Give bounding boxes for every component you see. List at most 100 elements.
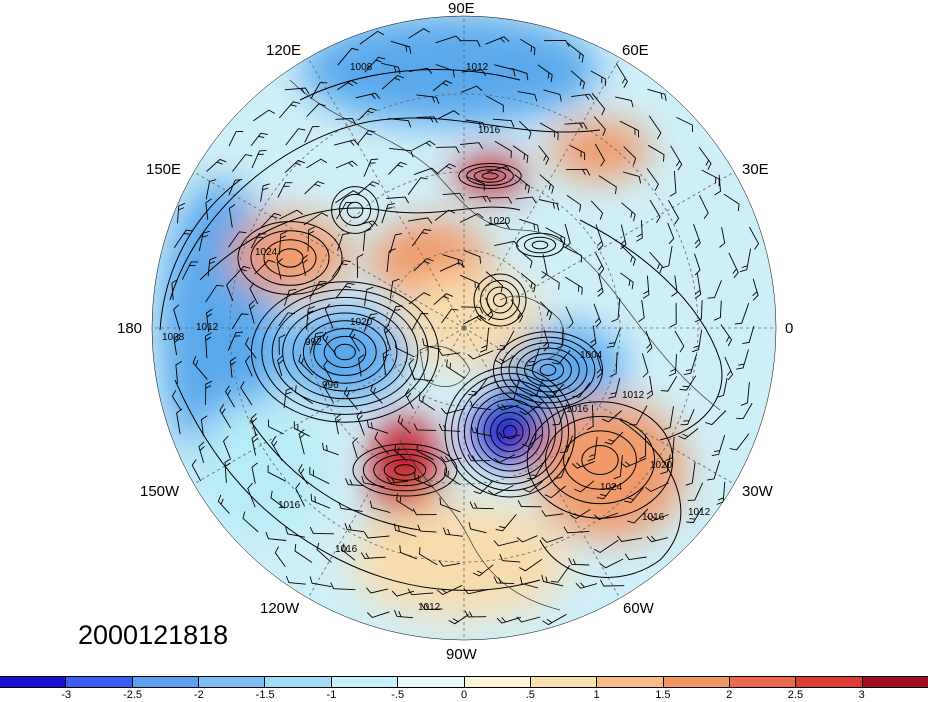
wind-barb — [278, 101, 301, 119]
wind-barb — [686, 507, 703, 523]
wind-barb — [349, 329, 360, 352]
wind-barb — [676, 116, 694, 133]
wind-barb — [283, 387, 293, 408]
wind-barb — [538, 199, 560, 211]
wind-barb — [473, 481, 493, 495]
wind-barb — [622, 171, 642, 184]
contour-label: 1020 — [350, 317, 373, 328]
wind-barb — [514, 174, 530, 194]
wind-barb — [240, 381, 253, 406]
wind-barb — [366, 420, 389, 434]
contour-ring — [346, 201, 364, 219]
wind-barb — [441, 308, 459, 324]
wind-barb — [613, 455, 623, 480]
datetime-label: 2000121818 — [78, 620, 229, 650]
contour-label: 1024 — [255, 247, 278, 258]
contour-label: 1016 — [478, 125, 501, 136]
wind-barb — [298, 429, 305, 455]
wind-barb — [260, 212, 282, 228]
wind-barb — [492, 118, 515, 128]
wind-barb — [358, 354, 365, 377]
colorbar-swatch — [662, 677, 729, 687]
wind-barb — [472, 564, 494, 577]
wind-barb — [465, 119, 486, 130]
wind-barb — [438, 349, 461, 356]
wind-barb — [389, 233, 403, 254]
wind-barb — [285, 128, 306, 146]
wind-barb — [381, 74, 405, 90]
wind-barb — [310, 82, 328, 100]
wind-barb — [519, 576, 539, 589]
wind-barb — [571, 460, 595, 469]
wind-barb — [316, 542, 332, 563]
wind-barb — [293, 421, 310, 437]
contour-ring — [523, 236, 557, 254]
contour-label: 996 — [322, 380, 339, 391]
wind-barb — [714, 174, 721, 196]
wind-barb — [511, 67, 529, 81]
lon-60w-label: 60W — [623, 600, 655, 617]
wind-barb — [467, 454, 491, 462]
wind-barb — [679, 375, 697, 391]
anomaly-weak-positive-arctic — [400, 270, 540, 370]
wind-barb — [294, 544, 313, 563]
wind-barb — [739, 248, 752, 273]
anomaly-field — [152, 16, 776, 640]
wind-barb — [526, 349, 540, 367]
wind-barb — [438, 560, 460, 567]
wind-barb — [359, 30, 385, 45]
wind-barb — [716, 377, 728, 398]
wind-barb — [248, 300, 256, 324]
wind-barb — [335, 160, 358, 169]
wind-barb — [342, 543, 356, 561]
wind-barb — [363, 531, 390, 539]
wind-barb — [413, 423, 437, 431]
wind-barb — [599, 558, 624, 569]
wind-barb — [541, 510, 564, 517]
wind-barb — [687, 482, 704, 501]
wind-barb — [224, 385, 235, 408]
contour-ring — [373, 453, 437, 487]
wind-barb — [645, 482, 669, 493]
colorbar-swatch — [131, 677, 199, 687]
wind-barb — [173, 229, 194, 248]
lon-90e-label: 90E — [448, 0, 475, 17]
contour-ring — [490, 412, 530, 452]
wind-barb — [298, 464, 309, 485]
contour-label: 1012 — [196, 322, 219, 333]
wind-barb — [309, 331, 323, 354]
wind-barb — [519, 401, 544, 416]
wind-barb — [285, 526, 306, 538]
contour-ring — [458, 163, 522, 189]
wind-barb — [711, 434, 726, 457]
wind-barb — [358, 107, 377, 121]
contour-label: 1016 — [278, 500, 301, 511]
wind-barb — [411, 229, 432, 247]
wind-barb — [435, 35, 462, 44]
wind-barb — [575, 582, 598, 589]
wind-barb — [276, 258, 283, 280]
wind-barb — [254, 259, 276, 275]
wind-barb — [569, 509, 591, 520]
wind-barb — [729, 433, 750, 451]
wind-barb — [411, 372, 434, 382]
colorbar-tick-label: 1.5 — [655, 689, 671, 701]
colorbar-tick-label: -3 — [61, 689, 72, 701]
wind-barb — [542, 613, 567, 626]
wind-barb — [298, 354, 314, 376]
contour-ring — [282, 304, 408, 400]
wind-barb — [413, 167, 438, 176]
graticule — [152, 16, 776, 640]
wind-barb — [678, 428, 699, 440]
latitude-circle — [385, 249, 543, 407]
wind-barb — [593, 539, 619, 554]
wind-barb — [416, 116, 438, 124]
wind-barb — [309, 281, 327, 300]
wind-barb — [649, 251, 663, 274]
wind-barb — [361, 476, 385, 488]
wind-barb — [242, 511, 259, 533]
anomaly-strong-positive-baikal — [455, 155, 525, 195]
wind-barb — [285, 575, 306, 585]
wind-barb — [734, 303, 750, 325]
wind-barb — [494, 140, 512, 159]
